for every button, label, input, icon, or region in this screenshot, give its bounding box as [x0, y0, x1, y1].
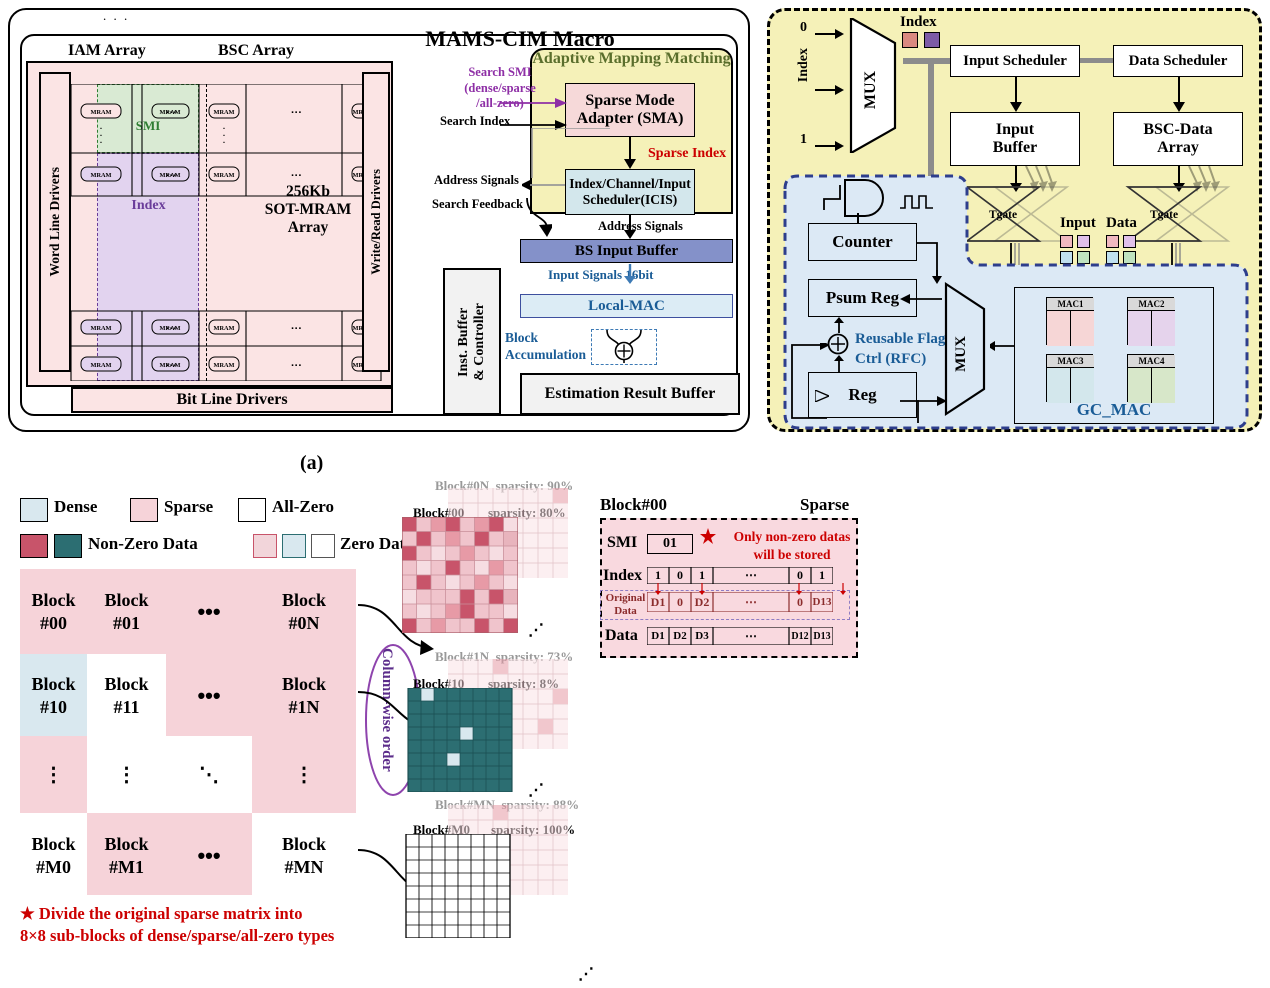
svg-text:MUX: MUX: [862, 70, 879, 109]
svg-text:···: ···: [166, 170, 177, 182]
svg-text:···: ···: [291, 323, 302, 335]
svg-text:MRAM: MRAM: [91, 325, 112, 332]
svg-text:.: .: [223, 136, 225, 145]
svg-text:···: ···: [291, 170, 302, 182]
svg-text:.: .: [100, 136, 102, 145]
svg-text:MRAM: MRAM: [214, 362, 235, 369]
svg-text:MUX: MUX: [953, 336, 969, 372]
svg-text:MRAM: MRAM: [91, 172, 112, 179]
svg-text:MRAM: MRAM: [91, 362, 112, 369]
svg-text:···: ···: [166, 323, 177, 335]
svg-text:···: ···: [291, 360, 302, 372]
svg-text:MRAM: MRAM: [214, 325, 235, 332]
svg-text:···: ···: [166, 107, 177, 119]
svg-text:···: ···: [291, 107, 302, 119]
svg-text:···: ···: [166, 360, 177, 372]
svg-text:MRAM: MRAM: [214, 109, 235, 116]
svg-text:MRAM: MRAM: [214, 172, 235, 179]
svg-text:MRAM: MRAM: [91, 109, 112, 116]
